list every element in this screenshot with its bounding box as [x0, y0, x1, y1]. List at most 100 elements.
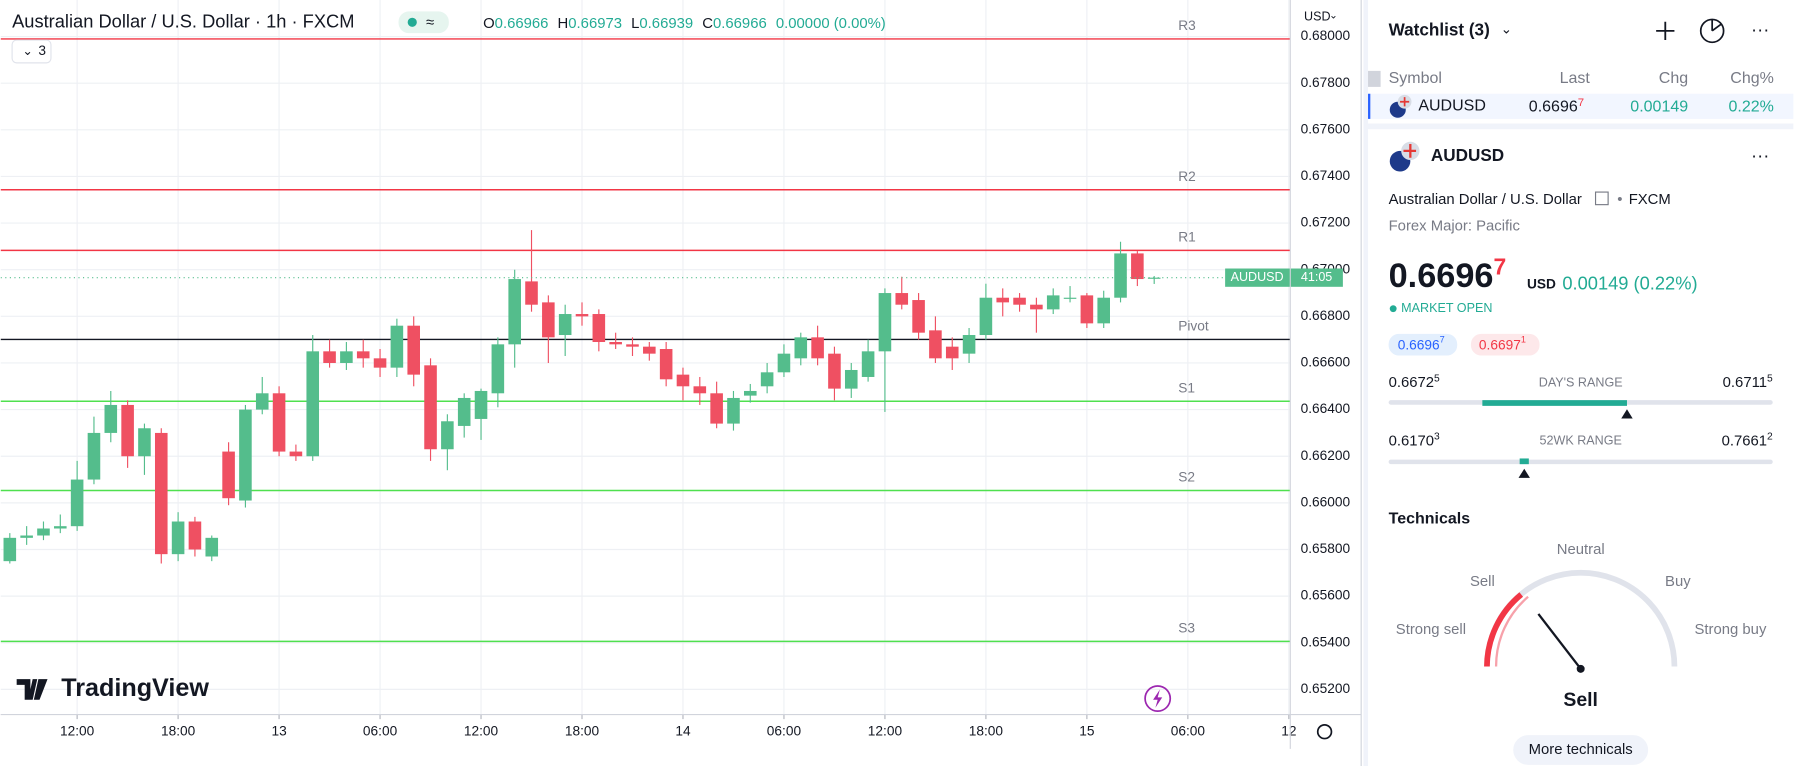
- candle-body: [1114, 253, 1127, 298]
- price-main: 0.6672: [1389, 375, 1434, 391]
- candle-body: [811, 337, 824, 359]
- more-button[interactable]: ···: [1751, 144, 1769, 165]
- candle-body: [727, 397, 740, 424]
- status-dot: [1389, 305, 1397, 313]
- row-last: 0.66967: [1529, 97, 1584, 116]
- flag: [1389, 141, 1420, 172]
- ohlc-value: 0.66966: [495, 16, 549, 32]
- x-tick-label: 18:00: [161, 723, 196, 738]
- candle-body: [979, 297, 993, 336]
- candle-body: [609, 342, 622, 345]
- flag: [1389, 94, 1412, 118]
- range-track: [1388, 459, 1773, 465]
- currency-selector[interactable]: USD: [1304, 9, 1331, 23]
- candle-body: [659, 348, 673, 380]
- column-header[interactable]: Chg%: [1730, 70, 1774, 87]
- range-marker: [1518, 468, 1530, 478]
- y-tick-label: 0.67400: [1301, 168, 1351, 183]
- ohlc-change: 0.00000 (0.00%): [776, 16, 886, 32]
- status-pill[interactable]: [398, 11, 449, 34]
- candle-body: [895, 293, 909, 305]
- candle-body: [340, 351, 353, 363]
- price: 0.66967: [1389, 254, 1507, 295]
- candle-body: [289, 451, 303, 457]
- y-tick-label: 0.68000: [1301, 28, 1351, 43]
- pivot-label: S3: [1178, 620, 1195, 635]
- candle-body: [70, 479, 84, 527]
- more-button[interactable]: ···: [1751, 19, 1769, 40]
- candle-body: [491, 344, 505, 394]
- candle-body: [390, 325, 404, 368]
- watchlist-row[interactable]: [1368, 93, 1794, 119]
- button-label[interactable]: More technicals: [1529, 742, 1633, 758]
- bolt: [1153, 689, 1163, 708]
- price-sup: 5: [1434, 373, 1440, 384]
- x-tick-label: 12: [1281, 723, 1296, 738]
- price-sup: 5: [1767, 373, 1773, 384]
- y-tick-label: 0.66200: [1301, 448, 1351, 463]
- ohlc-key: O: [483, 16, 495, 32]
- price-main: 0.6696: [1398, 337, 1440, 352]
- range-marker: [1621, 409, 1633, 419]
- candle-body: [844, 369, 858, 389]
- column-header[interactable]: Last: [1560, 70, 1591, 87]
- price-currency: USD: [1527, 276, 1556, 291]
- category: Forex Major: Pacific: [1389, 218, 1521, 234]
- candle-body: [929, 330, 942, 359]
- add-button[interactable]: [1656, 21, 1675, 41]
- x-tick-label: 13: [271, 723, 287, 738]
- link-icon[interactable]: [1594, 191, 1609, 206]
- candle-body: [912, 300, 925, 333]
- candle-body: [676, 374, 690, 387]
- candle-body: [87, 432, 101, 480]
- pivot-label: Pivot: [1178, 318, 1209, 333]
- x-tick-label: 15: [1079, 723, 1095, 738]
- y-tick-label: 0.65600: [1301, 588, 1351, 603]
- gauge-needle: [1537, 613, 1582, 670]
- candle-body: [861, 351, 875, 377]
- column-header[interactable]: Symbol: [1389, 70, 1442, 87]
- watchlist-title[interactable]: Watchlist (3): [1389, 19, 1490, 39]
- candle-body: [121, 404, 134, 457]
- axes: 0.65200 0.65400 0.65600 0.65800 0.66000 0.662…: [60, 28, 1351, 738]
- price-main: 0.6711: [1723, 375, 1767, 391]
- candle-body: [104, 404, 118, 433]
- indicator-toggle[interactable]: [11, 39, 52, 64]
- candle-body: [575, 314, 589, 317]
- candle-body: [996, 297, 1010, 303]
- instrument-name[interactable]: Australian Dollar / U.S. Dollar: [1389, 192, 1582, 208]
- candle-body: [272, 393, 286, 452]
- ohlc-key: C: [702, 16, 713, 32]
- candle-body: [1097, 297, 1110, 324]
- candle-body: [1080, 295, 1094, 324]
- ohlc-key: L: [631, 16, 639, 32]
- y-tick-label: 0.65200: [1301, 681, 1351, 696]
- candle-body: [154, 432, 168, 555]
- x-tick-label: 12:00: [868, 723, 903, 738]
- ohlc-key: H: [558, 16, 569, 32]
- market-status: MARKET OPEN: [1401, 301, 1492, 315]
- price-main: 0.6696: [1389, 257, 1494, 295]
- candle-body: [373, 358, 387, 368]
- price-sup: 7: [1578, 97, 1584, 109]
- alert-icon[interactable]: [1144, 685, 1172, 712]
- candle-body: [1063, 297, 1077, 299]
- range-fill: [1519, 458, 1529, 465]
- candle-body: [474, 390, 488, 419]
- range-low: 0.61703: [1389, 431, 1440, 449]
- logo-text: TradingView: [61, 674, 209, 702]
- candle-body: [744, 390, 757, 396]
- price-main: 0.6697: [1479, 337, 1521, 352]
- plot-area: R3 R2 R1 Pivot S1 S2 S3: [0, 0, 1291, 715]
- settings-icon[interactable]: [1316, 723, 1333, 740]
- more-technicals-button[interactable]: [1513, 735, 1649, 765]
- candle-body: [239, 409, 252, 501]
- candle-body: [626, 344, 639, 347]
- range-label: DAY'S RANGE: [1539, 375, 1623, 389]
- candle-body: [962, 335, 976, 354]
- column-header[interactable]: Chg: [1659, 70, 1688, 87]
- splitter: [1363, 0, 1369, 766]
